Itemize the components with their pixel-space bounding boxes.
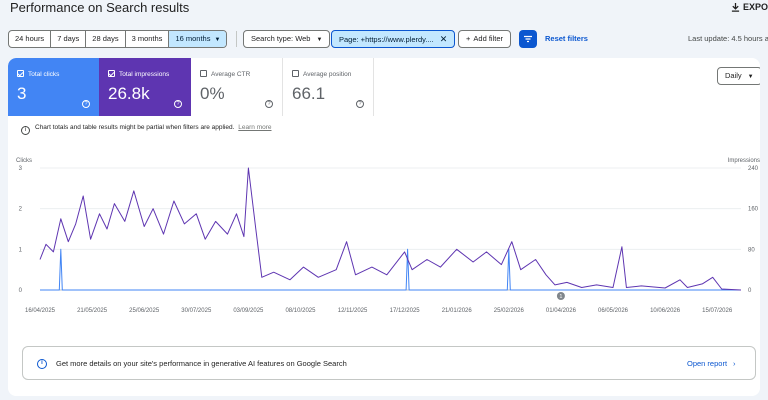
metric-label: Average CTR [211, 71, 251, 78]
x-tick-label: 25/06/2025 [129, 308, 160, 314]
caret-down-icon: ▼ [214, 37, 221, 43]
add-filter-button[interactable]: + Add filter [458, 30, 511, 48]
x-tick-label: 21/01/2026 [442, 308, 473, 314]
help-circle-icon[interactable]: ? [174, 100, 182, 108]
reset-filters-link[interactable]: Reset filters [545, 34, 588, 43]
filter-bar: 24 hours 7 days 28 days 3 months 16 mont… [0, 30, 768, 50]
partial-data-notice: i Chart totals and table results might be… [21, 124, 272, 135]
metric-total-impressions[interactable]: Total impressions 26.8k ? [99, 58, 191, 116]
checkbox-unchecked-icon [292, 70, 299, 77]
caret-down-icon: ▼ [316, 37, 323, 43]
x-tick-label: 10/06/2026 [650, 308, 681, 314]
filter-lines-icon [524, 35, 532, 43]
metric-value: 3 [17, 84, 27, 103]
export-label: EXPOR [743, 2, 768, 12]
divider [236, 31, 237, 47]
help-circle-icon[interactable]: ? [82, 100, 90, 108]
page-title: Performance on Search results [10, 0, 190, 15]
search-type-filter[interactable]: Search type: Web ▼ [243, 30, 331, 48]
annotation-marker-label: 1 [559, 294, 562, 300]
export-button[interactable]: EXPOR [731, 0, 768, 14]
metric-label: Total impressions [119, 71, 170, 78]
impressions-series-line [39, 167, 742, 291]
x-tick-label: 08/10/2025 [285, 308, 316, 314]
x-tick-label: 25/02/2026 [494, 308, 525, 314]
y-left-tick-label: 1 [19, 247, 23, 253]
plus-icon: + [466, 34, 471, 43]
y-right-tick-label: 160 [748, 207, 759, 213]
help-circle-icon[interactable]: ? [356, 100, 364, 108]
date-range-16m[interactable]: 16 months ▼ [169, 31, 227, 47]
impressions-axis-title: Impressions [728, 158, 760, 164]
y-right-tick-label: 240 [748, 166, 759, 172]
date-range-16m-label: 16 months [175, 34, 211, 43]
x-tick-label: 06/05/2026 [598, 308, 629, 314]
granularity-label: Daily [725, 71, 742, 80]
x-tick-label: 15/07/2026 [702, 308, 733, 314]
checkbox-checked-icon [17, 70, 24, 77]
open-report-link[interactable]: Open report › [687, 359, 736, 368]
metric-value: 0% [200, 84, 225, 103]
x-tick-label: 03/09/2025 [233, 308, 264, 314]
filter-options-button[interactable] [519, 30, 537, 48]
x-tick-label: 01/04/2026 [546, 308, 577, 314]
granularity-dropdown[interactable]: Daily ▼ [717, 67, 760, 85]
y-right-tick-label: 80 [748, 247, 755, 253]
add-filter-label: Add filter [473, 34, 503, 43]
metric-average-position[interactable]: Average position 66.1 ? [283, 58, 374, 116]
y-left-tick-label: 2 [19, 207, 23, 213]
performance-chart: Clicks Impressions 0 1 2 3 0 80 160 240 16/04/2025… [16, 158, 760, 314]
metric-average-ctr[interactable]: Average CTR 0% ? [191, 58, 283, 116]
close-icon[interactable]: ✕ [439, 34, 448, 44]
search-type-label: Search type: Web [251, 34, 311, 43]
metric-label: Average position [303, 71, 352, 78]
top-bar: Performance on Search results EXPOR [0, 0, 768, 20]
x-tick-label: 21/05/2025 [77, 308, 108, 314]
last-update-text: Last update: 4.5 hours a [688, 34, 768, 43]
info-icon: i [21, 126, 30, 135]
chevron-right-icon: › [733, 359, 736, 368]
y-right-tick-label: 0 [748, 288, 752, 294]
checkbox-checked-icon [108, 70, 115, 77]
clicks-series-line [40, 248, 741, 291]
metric-total-clicks[interactable]: Total clicks 3 ? [8, 58, 99, 116]
banner-text: Get more details on your site's performa… [56, 359, 347, 368]
page-filter-chip[interactable]: Page: +https://www.plerdy.... ✕ [331, 30, 456, 48]
metric-value: 66.1 [292, 84, 326, 103]
clicks-axis-title: Clicks [16, 158, 32, 164]
x-tick-label: 16/04/2025 [25, 308, 56, 314]
help-circle-icon[interactable]: ? [265, 100, 273, 108]
date-range-28d[interactable]: 28 days [86, 31, 126, 47]
metric-label: Total clicks [28, 71, 60, 78]
caret-down-icon: ▼ [747, 74, 754, 80]
x-tick-label: 12/11/2025 [338, 308, 368, 314]
y-left-tick-label: 0 [19, 288, 23, 294]
ai-features-banner: i Get more details on your site's perfor… [22, 346, 756, 380]
x-tick-label: 17/12/2025 [390, 308, 421, 314]
date-range-24h[interactable]: 24 hours [9, 31, 52, 47]
checkbox-unchecked-icon [200, 70, 207, 77]
date-range-3m[interactable]: 3 months [126, 31, 170, 47]
annotation-marker-icon [556, 292, 565, 300]
open-report-label: Open report [687, 359, 728, 368]
download-icon [731, 3, 740, 12]
metric-value: 26.8k [108, 84, 150, 103]
page-filter-label: Page: +https://www.plerdy.... [339, 35, 434, 44]
date-range-7d[interactable]: 7 days [51, 31, 87, 47]
performance-card: Total clicks 3 ? Total impressions 26.8k… [8, 58, 760, 396]
info-icon: i [37, 359, 47, 369]
learn-more-link[interactable]: Learn more [238, 124, 272, 131]
x-tick-label: 30/07/2025 [181, 308, 212, 314]
notice-text: Chart totals and table results might be … [35, 124, 235, 131]
date-range-selector: 24 hours 7 days 28 days 3 months 16 mont… [8, 30, 228, 48]
y-left-tick-label: 3 [19, 166, 23, 172]
